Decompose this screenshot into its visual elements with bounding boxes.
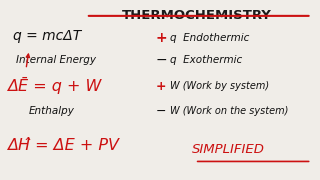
Text: +: + — [155, 80, 166, 93]
Text: q  Exothermic: q Exothermic — [170, 55, 242, 65]
Text: SIMPLIFIED: SIMPLIFIED — [192, 143, 265, 156]
Text: W (Work by system): W (Work by system) — [170, 80, 269, 91]
Text: +: + — [155, 31, 167, 45]
Text: THERMOCHEMISTRY: THERMOCHEMISTRY — [121, 9, 271, 22]
Text: Enthalpy: Enthalpy — [29, 106, 75, 116]
Text: ΔĒ = q + W: ΔĒ = q + W — [7, 77, 101, 94]
Text: W (Work on the system): W (Work on the system) — [170, 106, 288, 116]
Text: −: − — [155, 105, 166, 118]
Text: ΔĤ = ΔE + PV: ΔĤ = ΔE + PV — [7, 138, 119, 153]
Text: q  Endothermic: q Endothermic — [170, 33, 249, 43]
Text: q = mcΔT: q = mcΔT — [13, 29, 82, 43]
Text: −: − — [155, 53, 167, 67]
Text: Internal Energy: Internal Energy — [16, 55, 96, 65]
